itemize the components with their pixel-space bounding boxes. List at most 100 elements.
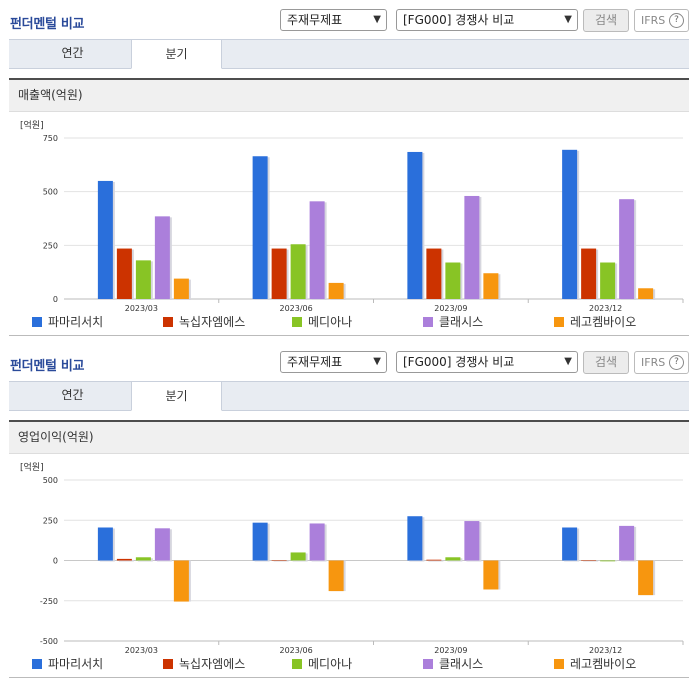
tab-annual[interactable]: 연간 [61,46,84,60]
bar-파마리서치 [97,527,113,561]
legend-label: 클래시스 [439,657,484,671]
legend-swatch [163,659,173,669]
y-tick-label: -250 [40,597,58,606]
bar-레고켐바이오 [173,278,189,299]
bar-클래시스 [619,525,635,561]
bar-파마리서치 [252,156,268,299]
y-tick-label: 750 [43,134,58,143]
y-tick-label: 500 [43,476,58,485]
bar-shadow [118,559,134,562]
legend-item[interactable]: 파마리서치 [32,313,103,331]
y-tick-label: 0 [53,557,58,566]
bar-녹십자엠에스 [116,558,132,561]
search-button[interactable]: 검색 [583,9,629,32]
legend-item[interactable]: 녹십자엠에스 [163,313,245,331]
tab-annual[interactable]: 연간 [61,388,84,402]
x-tick-label: 2023/06 [280,304,313,313]
bar-메디아나 [445,557,461,561]
x-tick-label: 2023/03 [125,304,158,313]
legend-label: 메디아나 [308,315,353,329]
fundamental-section-revenue: 펀더멘털 비교 주재무제표 ▼ [FG000] 경쟁사 비교 ▼ 검색 IFRS… [0,0,696,336]
operating-profit-chart: [억원] -500 -250 0 250 500 2023/03 2023/06 2023/09… [20,461,684,655]
legend-item[interactable]: 레고켐바이오 [554,655,636,673]
statement-type-value: 주재무제표 [287,13,343,27]
bar-녹십자엠에스 [426,248,442,299]
question-icon: ? [669,355,684,370]
bar-파마리서치 [252,522,268,561]
legend-swatch [423,317,433,327]
chevron-down-icon: ▼ [373,356,381,367]
legend-swatch [292,659,302,669]
revenue-chart-panel: 매출액(억원) [억원] 0 250 500 750 2023/03 2023/06 2023… [9,78,689,336]
bar-파마리서치 [97,180,113,299]
fundamental-section-operating-profit: 펀더멘털 비교 주재무제표 ▼ [FG000] 경쟁사 비교 ▼ 검색 IFRS… [0,342,696,684]
bar-파마리서치 [562,527,578,561]
x-tick-label: 2023/09 [434,646,467,655]
bar-레고켐바이오 [638,560,654,596]
x-tick-label: 2023/09 [434,304,467,313]
legend-label: 메디아나 [308,657,353,671]
bar-shadow [428,560,444,562]
legend-item[interactable]: 클래시스 [423,313,483,331]
legend-item[interactable]: 메디아나 [292,313,352,331]
bar-레고켐바이오 [173,560,189,602]
bar-파마리서치 [407,516,423,561]
bar-레고켐바이오 [483,560,499,590]
bar-녹십자엠에스 [581,560,597,561]
legend-item[interactable]: 레고켐바이오 [554,313,636,331]
legend-label: 레고켐바이오 [570,315,637,329]
bar-파마리서치 [562,149,578,299]
tab-quarterly[interactable]: 분기 [131,381,222,411]
legend-item[interactable]: 메디아나 [292,655,352,673]
chevron-down-icon: ▼ [564,356,572,367]
period-tabs: 연간 분기 [9,39,689,69]
y-tick-label: 250 [43,516,58,525]
section-header: 펀더멘털 비교 주재무제표 ▼ [FG000] 경쟁사 비교 ▼ 검색 IFRS… [0,342,696,378]
bar-클래시스 [154,216,170,299]
statement-type-select[interactable]: 주재무제표 ▼ [280,9,387,31]
bar-클래시스 [154,528,170,561]
bar-메디아나 [600,262,616,299]
legend-item[interactable]: 녹십자엠에스 [163,655,245,673]
comparison-type-value: [FG000] 경쟁사 비교 [403,13,515,27]
comparison-type-select[interactable]: [FG000] 경쟁사 비교 ▼ [396,9,578,31]
legend-item[interactable]: 클래시스 [423,655,483,673]
bar-클래시스 [464,195,480,299]
section-title: 펀더멘털 비교 [10,17,85,32]
section-header: 펀더멘털 비교 주재무제표 ▼ [FG000] 경쟁사 비교 ▼ 검색 IFRS… [0,0,696,36]
bar-메디아나 [290,244,306,299]
legend-label: 클래시스 [439,315,484,329]
legend-item[interactable]: 파마리서치 [32,655,103,673]
comparison-type-value: [FG000] 경쟁사 비교 [403,355,515,369]
legend-swatch [32,659,42,669]
section-title: 펀더멘털 비교 [10,359,85,374]
operating-profit-chart-panel: 영업이익(억원) [억원] -500 -250 0 250 500 2023/03 2023/… [9,420,689,678]
bar-레고켐바이오 [328,282,344,299]
bar-클래시스 [464,521,480,561]
bar-녹십자엠에스 [426,559,442,561]
revenue-chart: [억원] 0 250 500 750 2023/03 2023/06 2023/09 2023/… [20,119,684,313]
statement-type-value: 주재무제표 [287,355,343,369]
ifrs-help-button[interactable]: IFRS ? [634,351,689,374]
x-tick-label: 2023/06 [280,646,313,655]
x-tick-label: 2023/12 [589,304,622,313]
bar-녹십자엠에스 [116,248,132,299]
legend-swatch [32,317,42,327]
bar-레고켐바이오 [638,288,654,299]
bar-메디아나 [600,560,616,562]
statement-type-select[interactable]: 주재무제표 ▼ [280,351,387,373]
legend-swatch [163,317,173,327]
bar-메디아나 [445,262,461,299]
comparison-type-select[interactable]: [FG000] 경쟁사 비교 ▼ [396,351,578,373]
bar-메디아나 [135,557,151,561]
legend-label: 녹십자엠에스 [179,315,246,329]
search-button[interactable]: 검색 [583,351,629,374]
legend-label: 파마리서치 [48,315,104,329]
period-tabs: 연간 분기 [9,381,689,411]
ifrs-help-button[interactable]: IFRS ? [634,9,689,32]
x-tick-label: 2023/03 [125,646,158,655]
bar-파마리서치 [407,151,423,299]
legend-swatch [554,659,564,669]
bar-클래시스 [309,201,325,299]
tab-quarterly[interactable]: 분기 [131,39,222,69]
